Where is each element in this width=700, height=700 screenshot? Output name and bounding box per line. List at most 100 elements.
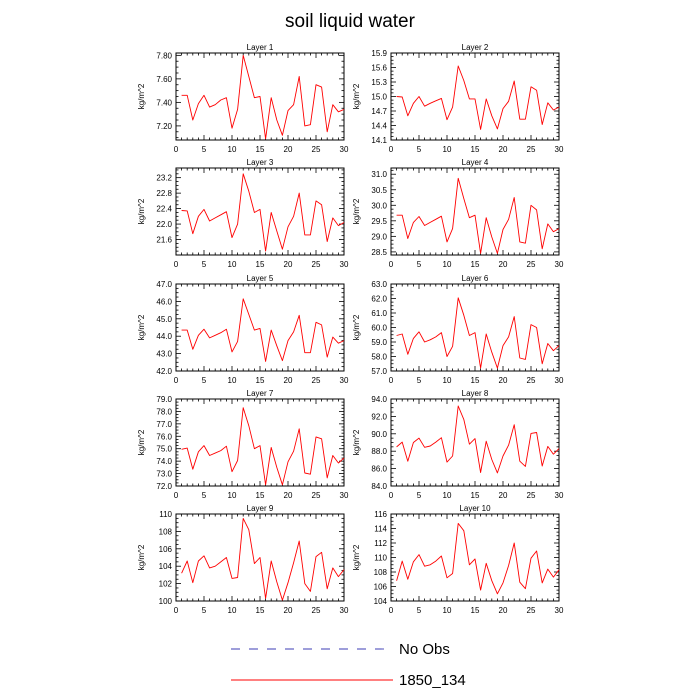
y-tick-label-layer-2: 15.0: [371, 93, 387, 102]
plot-frame-layer-2: [390, 52, 560, 141]
x-tick-label-layer-4: 5: [417, 260, 422, 269]
y-tick-label-layer-5: 46.0: [156, 297, 172, 306]
series-line-layer-2: [396, 65, 560, 130]
x-tick-label-layer-6: 15: [471, 376, 480, 385]
x-tick-label-layer-6: 5: [417, 376, 422, 385]
x-tick-label-layer-3: 10: [228, 260, 237, 269]
panel-title-layer-1: Layer 1: [247, 43, 274, 52]
y-tick-label-layer-7: 72.0: [156, 482, 172, 491]
y-tick-label-layer-4: 28.5: [371, 248, 387, 257]
plot-frame-layer-4: [390, 167, 560, 256]
y-tick-label-layer-2: 14.4: [371, 122, 387, 131]
x-tick-label-layer-7: 20: [284, 491, 293, 500]
x-tick-label-layer-4: 30: [555, 260, 564, 269]
y-tick-label-layer-7: 79.0: [156, 395, 172, 404]
y-tick-label-layer-5: 47.0: [156, 280, 172, 289]
x-tick-label-layer-6: 25: [527, 376, 536, 385]
y-axis-label-layer-4: kg/m^2: [352, 198, 361, 224]
x-tick-label-layer-10: 0: [389, 606, 394, 615]
x-tick-label-layer-1: 20: [284, 145, 293, 154]
x-tick-label-layer-7: 25: [312, 491, 321, 500]
x-tick-label-layer-7: 0: [174, 491, 179, 500]
y-tick-label-layer-8: 90.0: [371, 430, 387, 439]
legend-label-1850-134: 1850_134: [399, 672, 466, 689]
y-tick-label-layer-10: 108: [374, 568, 388, 577]
series-line-layer-1: [181, 54, 345, 140]
y-tick-label-layer-2: 15.3: [371, 78, 387, 87]
legend-label-no-obs: No Obs: [399, 641, 450, 658]
panel-title-layer-10: Layer 10: [459, 504, 491, 513]
figure-title: soil liquid water: [285, 11, 416, 32]
y-axis-label-layer-3: kg/m^2: [137, 198, 146, 224]
y-tick-label-layer-5: 44.0: [156, 332, 172, 341]
y-tick-label-layer-6: 57.0: [371, 367, 387, 376]
plot-frame-layer-7: [175, 398, 345, 487]
x-tick-label-layer-8: 15: [471, 491, 480, 500]
panel-layer-4: Layer 4 kg/m^2 0 5 10 15 20 25 30 28.5 29.0 29.5 30.…: [352, 158, 564, 269]
panel-title-layer-7: Layer 7: [247, 389, 274, 398]
y-tick-label-layer-6: 61.0: [371, 309, 387, 318]
y-tick-label-layer-7: 76.0: [156, 432, 172, 441]
x-tick-label-layer-3: 20: [284, 260, 293, 269]
y-tick-label-layer-2: 14.7: [371, 107, 387, 116]
y-tick-label-layer-1: 7.40: [156, 98, 172, 107]
y-tick-label-layer-6: 63.0: [371, 280, 387, 289]
x-tick-label-layer-3: 15: [256, 260, 265, 269]
panel-layer-7: Layer 7 kg/m^2 0 5 10 15 20 25 30 72.0 73.0 74.0 75.…: [137, 389, 349, 500]
x-tick-label-layer-10: 30: [555, 606, 564, 615]
y-tick-label-layer-9: 106: [159, 545, 173, 554]
y-tick-label-layer-9: 108: [159, 527, 173, 536]
panel-title-layer-9: Layer 9: [247, 504, 274, 513]
series-line-layer-5: [181, 298, 345, 362]
x-tick-label-layer-6: 30: [555, 376, 564, 385]
panel-title-layer-3: Layer 3: [247, 158, 274, 167]
y-tick-label-layer-7: 75.0: [156, 445, 172, 454]
x-tick-label-layer-2: 15: [471, 145, 480, 154]
y-tick-label-layer-9: 110: [159, 510, 172, 519]
y-tick-label-layer-8: 86.0: [371, 465, 387, 474]
y-tick-label-layer-2: 15.9: [371, 49, 387, 58]
x-tick-label-layer-9: 30: [340, 606, 349, 615]
x-tick-label-layer-5: 30: [340, 376, 349, 385]
y-tick-label-layer-7: 73.0: [156, 470, 172, 479]
x-tick-label-layer-4: 20: [499, 260, 508, 269]
x-tick-label-layer-6: 20: [499, 376, 508, 385]
panel-layer-3: Layer 3 kg/m^2 0 5 10 15 20 25 30 21.6 22.0 22.4 22.…: [137, 158, 349, 269]
x-tick-label-layer-1: 25: [312, 145, 321, 154]
panel-title-layer-5: Layer 5: [247, 274, 274, 283]
y-tick-label-layer-10: 112: [374, 539, 387, 548]
plot-frame-layer-8: [390, 398, 560, 487]
y-tick-label-layer-10: 104: [374, 597, 388, 606]
x-tick-label-layer-2: 20: [499, 145, 508, 154]
x-tick-label-layer-8: 0: [389, 491, 394, 500]
y-tick-label-layer-2: 15.6: [371, 64, 387, 73]
x-tick-label-layer-2: 0: [389, 145, 394, 154]
y-tick-label-layer-9: 100: [159, 597, 173, 606]
y-axis-label-layer-7: kg/m^2: [137, 429, 146, 455]
x-tick-label-layer-6: 10: [443, 376, 452, 385]
x-tick-label-layer-5: 20: [284, 376, 293, 385]
panel-layer-2: Layer 2 kg/m^2 0 5 10 15 20 25 30 14.1 14.4 14.7 15.…: [352, 43, 564, 154]
y-tick-label-layer-5: 42.0: [156, 367, 172, 376]
y-tick-label-layer-1: 7.20: [156, 122, 172, 131]
x-tick-label-layer-7: 30: [340, 491, 349, 500]
y-tick-label-layer-8: 92.0: [371, 412, 387, 421]
x-tick-label-layer-2: 30: [555, 145, 564, 154]
panel-layer-9: Layer 9 kg/m^2 0 5 10 15 20 25 30 100 102 104 106 108…: [137, 504, 349, 615]
panel-title-layer-6: Layer 6: [462, 274, 489, 283]
panel-layer-8: Layer 8 kg/m^2 0 5 10 15 20 25 30 84.0 86.0 88.0 90.…: [352, 389, 564, 500]
x-tick-label-layer-8: 20: [499, 491, 508, 500]
y-tick-label-layer-6: 62.0: [371, 295, 387, 304]
x-tick-label-layer-5: 10: [228, 376, 237, 385]
x-tick-label-layer-1: 5: [202, 145, 207, 154]
y-tick-label-layer-8: 94.0: [371, 395, 387, 404]
x-tick-label-layer-2: 5: [417, 145, 422, 154]
series-line-layer-4: [396, 177, 560, 254]
panel-layer-1: Layer 1 kg/m^2 0 5 10 15 20 25 30 7.20 7.40 7.60 7.8…: [137, 43, 349, 154]
y-tick-label-layer-7: 78.0: [156, 407, 172, 416]
series-line-layer-6: [396, 297, 560, 369]
y-axis-label-layer-9: kg/m^2: [137, 544, 146, 570]
y-tick-label-layer-4: 30.5: [371, 186, 387, 195]
x-tick-label-layer-4: 10: [443, 260, 452, 269]
